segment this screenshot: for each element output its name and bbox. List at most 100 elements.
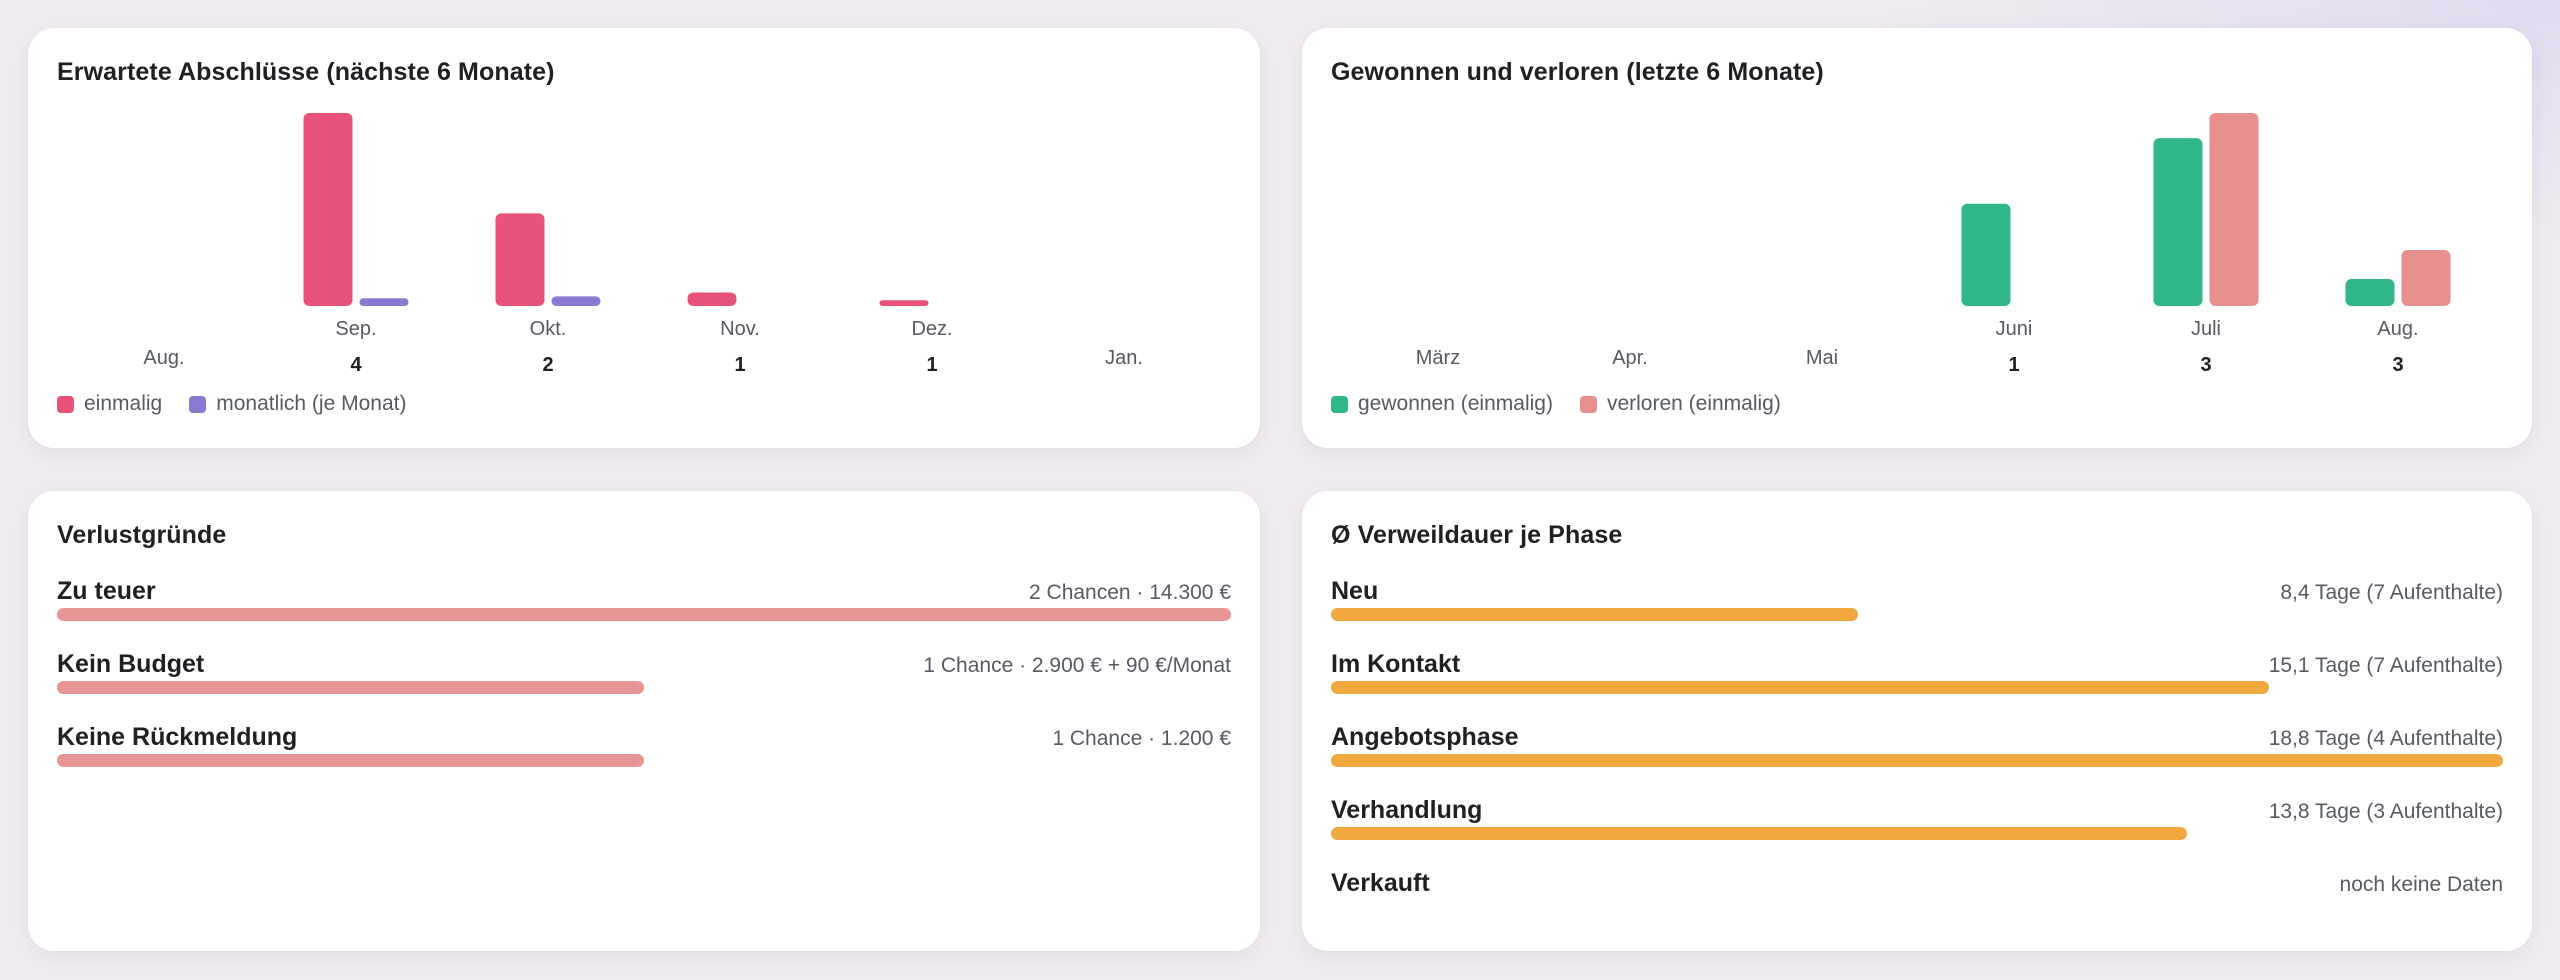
legend-item-gewonnen: gewonnen (einmalig) [1331, 392, 1553, 416]
dwell-phase-bar-fill [1331, 754, 2503, 767]
loss-reason-meta: 2 Chancen · 14.300 € [1029, 581, 1231, 604]
dwell-phase-bar-track [1331, 827, 2503, 840]
dwell-phase-label: Verkauft [1331, 869, 1430, 897]
bar-gewonnen-einmalig-juli[interactable] [2153, 138, 2203, 306]
dwell-phase-row-head: Verkauft noch keine Daten [1331, 869, 2503, 899]
dwell-time-list: Neu 8,4 Tage (7 Aufenthalte) Im Kontakt 15,… [1331, 577, 2503, 942]
count-label-juli: 3 [2200, 354, 2211, 376]
dwell-phase-row-head: Verhandlung 13,8 Tage (3 Aufenthalte) [1331, 796, 2503, 826]
loss-reason-label: Zu teuer [57, 577, 156, 605]
dwell-phase-row-verhandlung: Verhandlung 13,8 Tage (3 Aufenthalte) [1331, 796, 2503, 869]
x-tick-label-jan: Jan. [1105, 347, 1143, 369]
loss-reason-bar-track [57, 754, 1231, 767]
count-label-aug: 3 [2392, 354, 2403, 376]
loss-reason-row-zu-teuer: Zu teuer 2 Chancen · 14.300 € [57, 577, 1231, 650]
loss-reason-bar-track [57, 608, 1231, 621]
loss-reason-row-head: Keine Rückmeldung 1 Chance · 1.200 € [57, 723, 1231, 753]
count-label-okt: 2 [542, 354, 553, 376]
won-lost-legend: gewonnen (einmalig) verloren (einmalig) [1331, 392, 1781, 416]
dwell-phase-meta: 13,8 Tage (3 Aufenthalte) [2268, 800, 2503, 823]
x-tick-label-dez: Dez. [911, 318, 952, 340]
dwell-phase-label: Verhandlung [1331, 796, 1483, 824]
x-tick-label-juni: Juni [1996, 318, 2033, 340]
bar-verloren-einmalig-juli[interactable] [2209, 113, 2259, 306]
won-lost-card: Gewonnen und verloren (letzte 6 Monate) … [1302, 28, 2532, 448]
loss-reasons-card: Verlustgründe Zu teuer 2 Chancen · 14.300… [28, 491, 1260, 951]
legend-label-monatlich: monatlich (je Monat) [216, 392, 407, 415]
loss-reason-row-keine-rückmeldung: Keine Rückmeldung 1 Chance · 1.200 € [57, 723, 1231, 796]
loss-reason-label: Kein Budget [57, 650, 205, 678]
dwell-phase-label: Im Kontakt [1331, 650, 1461, 678]
dwell-phase-row-verkauft: Verkauft noch keine Daten [1331, 869, 2503, 942]
dwell-phase-bar-fill [1331, 827, 2187, 840]
x-tick-label-sep: Sep. [335, 318, 376, 340]
loss-reason-row-head: Zu teuer 2 Chancen · 14.300 € [57, 577, 1231, 607]
dwell-phase-bar-track [1331, 681, 2503, 694]
bar-monatlich-je-monat-okt[interactable] [551, 296, 601, 306]
legend-item-verloren: verloren (einmalig) [1579, 392, 1781, 416]
dwell-phase-label: Neu [1331, 577, 1379, 605]
dwell-time-card: Ø Verweildauer je Phase Neu 8,4 Tage (7 A… [1302, 491, 2532, 951]
bar-einmalig-nov[interactable] [687, 292, 737, 306]
won-lost-title: Gewonnen und verloren (letzte 6 Monate) [1331, 58, 1824, 86]
count-label-sep: 4 [350, 354, 362, 376]
bar-einmalig-okt[interactable] [495, 213, 545, 306]
legend-swatch-einmalig [57, 395, 74, 413]
legend-swatch-verloren [1579, 395, 1597, 413]
bar-gewonnen-einmalig-juni[interactable] [1961, 203, 2011, 306]
bar-einmalig-sep[interactable] [303, 113, 353, 306]
expected-closings-title: Erwartete Abschlüsse (nächste 6 Monate) [57, 58, 555, 86]
expected-closings-legend: einmalig monatlich (je Monat) [57, 392, 406, 416]
loss-reason-meta: 1 Chance · 1.200 € [1052, 727, 1231, 750]
loss-reason-bar-fill [57, 681, 644, 694]
dwell-phase-row-head: Neu 8,4 Tage (7 Aufenthalte) [1331, 577, 2503, 607]
won-lost-chart: März Apr. Mai Juni 1 Juli 3 Aug. 3 [1416, 113, 2451, 376]
dwell-phase-meta: noch keine Daten [2339, 873, 2503, 896]
loss-reason-label: Keine Rückmeldung [57, 723, 298, 751]
dwell-phase-bar-fill [1331, 681, 2269, 694]
bar-einmalig-dez[interactable] [879, 300, 929, 306]
dwell-phase-row-head: Angebotsphase 18,8 Tage (4 Aufenthalte) [1331, 723, 2503, 753]
x-tick-label-apr: Apr. [1612, 347, 1648, 369]
dwell-phase-row-im-kontakt: Im Kontakt 15,1 Tage (7 Aufenthalte) [1331, 650, 2503, 723]
x-tick-label-okt: Okt. [530, 318, 567, 340]
count-label-nov: 1 [734, 354, 745, 376]
x-tick-label-juli: Juli [2191, 318, 2221, 340]
x-tick-label-märz: März [1416, 347, 1460, 369]
loss-reason-bar-track [57, 681, 1231, 694]
dwell-phase-bar-track [1331, 608, 2503, 621]
loss-reason-bar-fill [57, 608, 1231, 621]
expected-closings-card: Erwartete Abschlüsse (nächste 6 Monate) … [28, 28, 1260, 448]
legend-label-verloren: verloren (einmalig) [1606, 392, 1781, 415]
loss-reason-meta: 1 Chance · 2.900 € + 90 €/Monat [923, 654, 1231, 677]
legend-label-gewonnen: gewonnen (einmalig) [1358, 392, 1553, 415]
x-tick-label-nov: Nov. [720, 318, 760, 340]
loss-reason-row-head: Kein Budget 1 Chance · 2.900 € + 90 €/Mon… [57, 650, 1231, 680]
legend-swatch-gewonnen [1331, 395, 1348, 413]
loss-reasons-title: Verlustgründe [57, 521, 227, 549]
loss-reasons-list: Zu teuer 2 Chancen · 14.300 € Kein Budget 1… [57, 577, 1231, 796]
loss-reason-bar-fill [57, 754, 644, 767]
bar-gewonnen-einmalig-aug[interactable] [2345, 278, 2395, 306]
dwell-phase-bar-track [1331, 754, 2503, 767]
legend-item-einmalig: einmalig [57, 392, 162, 416]
dwell-time-title: Ø Verweildauer je Phase [1331, 521, 1623, 549]
dwell-phase-meta: 15,1 Tage (7 Aufenthalte) [2268, 654, 2503, 677]
dwell-phase-meta: 8,4 Tage (7 Aufenthalte) [2280, 581, 2503, 604]
bar-monatlich-je-monat-sep[interactable] [359, 298, 409, 306]
loss-reason-row-kein-budget: Kein Budget 1 Chance · 2.900 € + 90 €/Mon… [57, 650, 1231, 723]
legend-swatch-monatlich [189, 395, 207, 413]
bar-verloren-einmalig-aug[interactable] [2401, 250, 2451, 306]
dwell-phase-row-neu: Neu 8,4 Tage (7 Aufenthalte) [1331, 577, 2503, 650]
dwell-phase-row-angebotsphase: Angebotsphase 18,8 Tage (4 Aufenthalte) [1331, 723, 2503, 796]
x-tick-label-mai: Mai [1806, 347, 1838, 369]
x-tick-label-aug: Aug. [2377, 318, 2418, 340]
dwell-phase-meta: 18,8 Tage (4 Aufenthalte) [2268, 727, 2503, 750]
x-tick-label-aug: Aug. [143, 347, 184, 369]
dwell-phase-row-head: Im Kontakt 15,1 Tage (7 Aufenthalte) [1331, 650, 2503, 680]
count-label-dez: 1 [926, 354, 937, 376]
expected-closings-chart: Aug. Sep. 4 Okt. 2 Nov. 1 Dez. 1 Jan. [143, 113, 1143, 376]
legend-label-einmalig: einmalig [84, 392, 163, 415]
dwell-phase-label: Angebotsphase [1331, 723, 1519, 751]
dwell-phase-bar-fill [1331, 608, 1859, 621]
